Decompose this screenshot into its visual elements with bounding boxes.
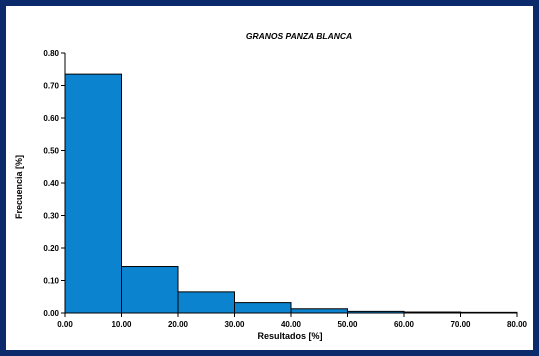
x-tick-label: 70.00	[450, 320, 471, 329]
x-tick-label: 40.00	[281, 320, 302, 329]
x-tick-label: 20.00	[168, 320, 189, 329]
y-tick-label: 0.20	[43, 244, 59, 253]
histogram-bar-3	[234, 302, 292, 314]
x-tick-label: 10.00	[111, 320, 132, 329]
axes-group: 0.00 0.10 0.20 0.30 0.40 0.50 0.60 0.70 0.80 0.00…	[43, 49, 527, 329]
chart-title: GRANOS PANZA BLANCA	[246, 31, 352, 41]
bars-group	[64, 73, 518, 314]
y-tick-label: 0.00	[43, 309, 59, 318]
histogram-chart: GRANOS PANZA BLANCA 0.00 0.10 0.20 0.30 0.40…	[14, 31, 528, 341]
y-tick-label: 0.50	[43, 147, 59, 156]
x-tick-label: 50.00	[337, 320, 358, 329]
x-tick-label: 30.00	[224, 320, 245, 329]
x-axis-title: Resultados [%]	[257, 331, 322, 341]
y-tick-label: 0.10	[43, 277, 59, 286]
y-tick-label: 0.30	[43, 212, 59, 221]
y-tick-label: 0.40	[43, 179, 59, 188]
histogram-bar-4	[290, 308, 348, 314]
histogram-bar-2	[177, 291, 235, 314]
histogram-bar-1	[121, 266, 179, 314]
x-tick-label: 60.00	[394, 320, 415, 329]
histogram-bar-0	[64, 73, 122, 314]
y-tick-label: 0.60	[43, 114, 59, 123]
y-tick-label: 0.70	[43, 82, 59, 91]
y-tick-label: 0.80	[43, 49, 59, 58]
y-axis-title: Frecuencia [%]	[14, 155, 24, 219]
x-tick-label: 0.00	[57, 320, 73, 329]
x-tick-label: 80.00	[507, 320, 528, 329]
